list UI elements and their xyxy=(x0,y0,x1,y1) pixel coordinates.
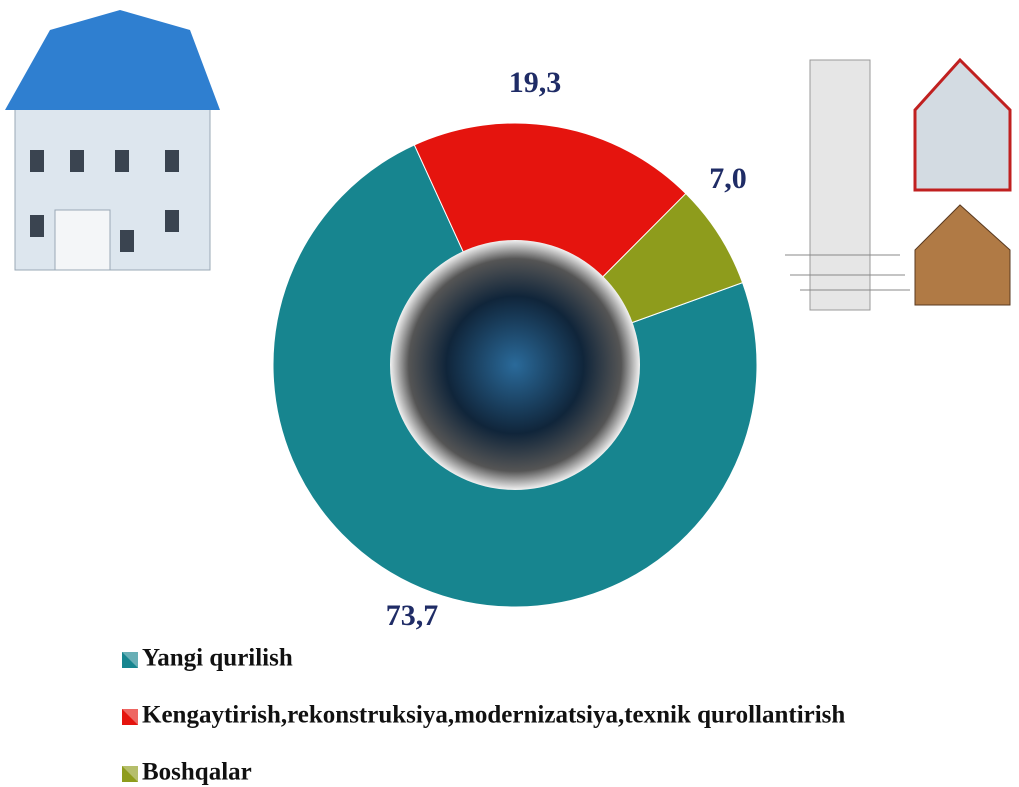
legend-label: Boshqalar xyxy=(142,759,252,786)
data-label: 7,0 xyxy=(709,162,747,195)
legend-label: Kengaytirish,rekonstruksiya,modernizatsi… xyxy=(142,702,845,729)
legend-swatch-shade xyxy=(122,766,138,782)
data-label: 73,7 xyxy=(386,599,439,632)
legend-swatch-shade xyxy=(122,709,138,725)
legend-swatch-shade xyxy=(122,652,138,668)
legend-label: Yangi qurilish xyxy=(142,645,293,672)
data-label: 19,3 xyxy=(509,66,562,99)
buildings-illustration xyxy=(785,57,1012,311)
legend-swatch xyxy=(122,766,138,782)
center-image xyxy=(390,240,640,490)
legend-swatch xyxy=(122,652,138,668)
house-illustration xyxy=(5,10,220,271)
legend-swatch xyxy=(122,709,138,725)
